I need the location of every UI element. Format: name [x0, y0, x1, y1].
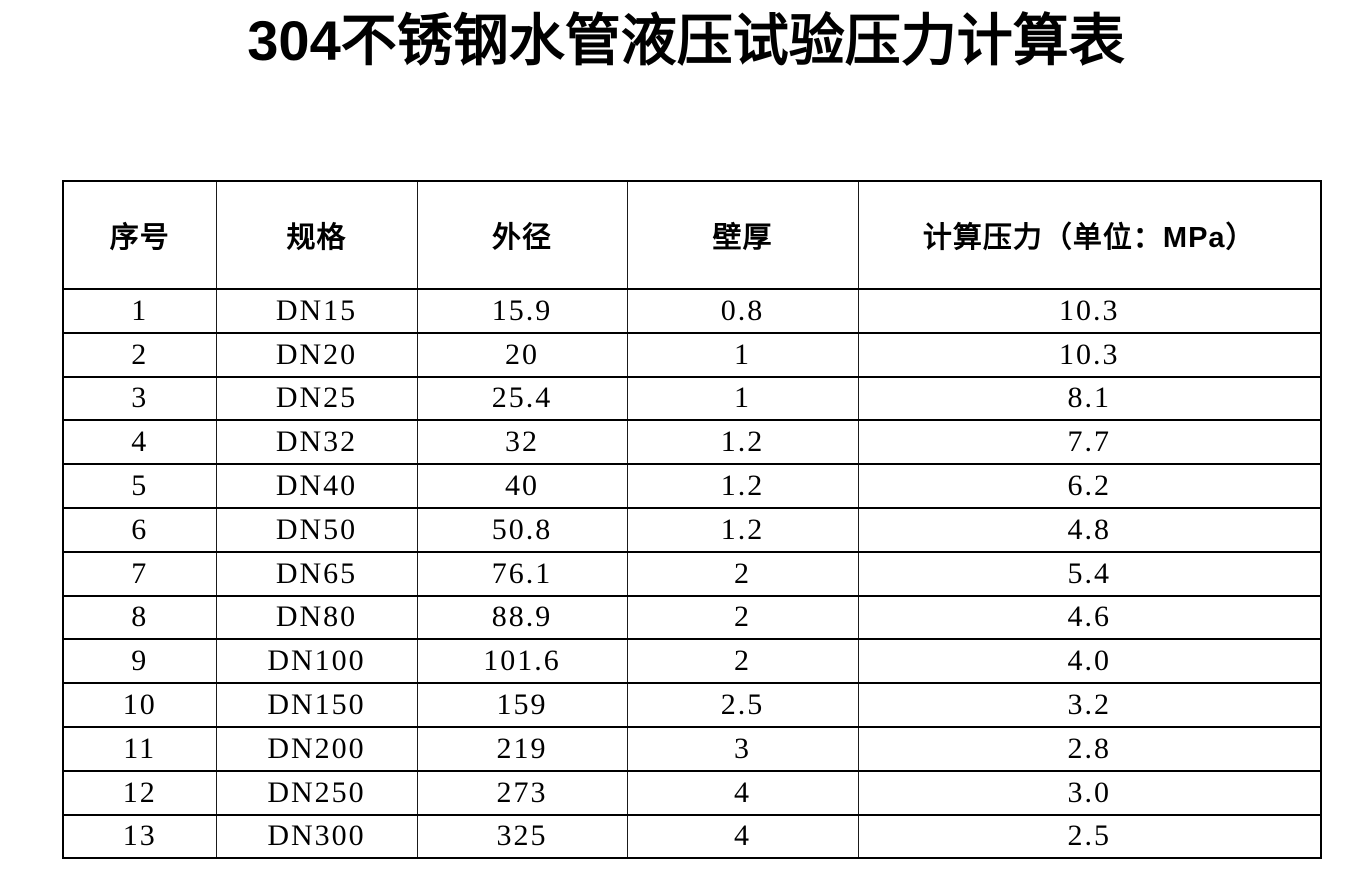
table-cell-index: 12 [62, 769, 217, 816]
table-row: 8 DN80 88.9 2 4.6 [62, 594, 1322, 641]
table-cell-pressure: 10.3 [857, 288, 1322, 334]
table-row: 10 DN150 159 2.5 3.2 [62, 682, 1322, 728]
table-cell-pressure: 6.2 [857, 463, 1322, 509]
table-row: 11 DN200 219 3 2.8 [62, 725, 1322, 772]
table-row: 2 DN20 20 1 10.3 [62, 331, 1322, 378]
column-header-index: 序号 [62, 180, 217, 290]
table-cell-wall_thickness: 2 [626, 638, 859, 685]
table-cell-spec: DN150 [215, 682, 418, 728]
table-cell-index: 2 [62, 331, 217, 378]
table-cell-outer_diameter: 32 [416, 419, 628, 466]
table-cell-outer_diameter: 325 [416, 813, 628, 860]
table-cell-outer_diameter: 50.8 [416, 506, 628, 553]
table-cell-outer_diameter: 159 [416, 682, 628, 728]
table-cell-wall_thickness: 2 [626, 550, 859, 597]
table-cell-wall_thickness: 3 [626, 725, 859, 772]
table-cell-pressure: 8.1 [857, 375, 1322, 422]
table-cell-spec: DN15 [215, 288, 418, 334]
table-cell-wall_thickness: 4 [626, 769, 859, 816]
table-cell-pressure: 4.6 [857, 594, 1322, 641]
table-cell-outer_diameter: 219 [416, 725, 628, 772]
pressure-calculation-table: 序号 规格 外径 壁厚 计算压力（单位：MPa） 1 DN15 15.9 0.8 10.… [62, 180, 1322, 860]
table-cell-index: 9 [62, 638, 217, 685]
table-row: 1 DN15 15.9 0.8 10.3 [62, 288, 1322, 334]
table-cell-index: 10 [62, 682, 217, 728]
table-cell-outer_diameter: 273 [416, 769, 628, 816]
table-cell-index: 7 [62, 550, 217, 597]
table-cell-spec: DN200 [215, 725, 418, 772]
table-cell-index: 3 [62, 375, 217, 422]
table-cell-index: 6 [62, 506, 217, 553]
table-cell-wall_thickness: 1.2 [626, 506, 859, 553]
table-cell-outer_diameter: 88.9 [416, 594, 628, 641]
table-cell-index: 8 [62, 594, 217, 641]
table-row: 13 DN300 325 4 2.5 [62, 813, 1322, 860]
table-cell-outer_diameter: 40 [416, 463, 628, 509]
table-row: 6 DN50 50.8 1.2 4.8 [62, 506, 1322, 553]
table-row: 3 DN25 25.4 1 8.1 [62, 375, 1322, 422]
table-cell-index: 5 [62, 463, 217, 509]
table-cell-spec: DN65 [215, 550, 418, 597]
table-cell-pressure: 5.4 [857, 550, 1322, 597]
table-cell-pressure: 4.8 [857, 506, 1322, 553]
table-row: 12 DN250 273 4 3.0 [62, 769, 1322, 816]
table-cell-spec: DN80 [215, 594, 418, 641]
table-cell-spec: DN32 [215, 419, 418, 466]
table-row: 9 DN100 101.6 2 4.0 [62, 638, 1322, 685]
table-row: 7 DN65 76.1 2 5.4 [62, 550, 1322, 597]
table-row: 5 DN40 40 1.2 6.2 [62, 463, 1322, 509]
table-cell-outer_diameter: 25.4 [416, 375, 628, 422]
table-cell-outer_diameter: 76.1 [416, 550, 628, 597]
table-cell-pressure: 7.7 [857, 419, 1322, 466]
table-cell-wall_thickness: 1.2 [626, 419, 859, 466]
table-cell-spec: DN50 [215, 506, 418, 553]
table-cell-outer_diameter: 20 [416, 331, 628, 378]
table-cell-pressure: 4.0 [857, 638, 1322, 685]
table-header-row: 序号 规格 外径 壁厚 计算压力（单位：MPa） [62, 180, 1322, 290]
table-cell-wall_thickness: 1.2 [626, 463, 859, 509]
table-cell-spec: DN40 [215, 463, 418, 509]
table-cell-spec: DN250 [215, 769, 418, 816]
table-cell-index: 1 [62, 288, 217, 334]
table-cell-pressure: 2.5 [857, 813, 1322, 860]
table-cell-spec: DN20 [215, 331, 418, 378]
table-cell-spec: DN25 [215, 375, 418, 422]
table-cell-index: 13 [62, 813, 217, 860]
table-cell-pressure: 3.0 [857, 769, 1322, 816]
table-body: 1 DN15 15.9 0.8 10.3 2 DN20 20 1 10.3 3 DN25 25.4 1 8.… [62, 288, 1322, 860]
table-cell-wall_thickness: 1 [626, 375, 859, 422]
table-row: 4 DN32 32 1.2 7.7 [62, 419, 1322, 466]
table-cell-wall_thickness: 2.5 [626, 682, 859, 728]
table-cell-spec: DN300 [215, 813, 418, 860]
table-cell-wall_thickness: 0.8 [626, 288, 859, 334]
column-header-wall-thickness: 壁厚 [626, 180, 859, 290]
table-cell-index: 4 [62, 419, 217, 466]
table-cell-outer_diameter: 15.9 [416, 288, 628, 334]
table-cell-pressure: 2.8 [857, 725, 1322, 772]
table-cell-index: 11 [62, 725, 217, 772]
table-cell-outer_diameter: 101.6 [416, 638, 628, 685]
table-cell-wall_thickness: 1 [626, 331, 859, 378]
column-header-outer-diameter: 外径 [416, 180, 628, 290]
column-header-spec: 规格 [215, 180, 418, 290]
table-cell-spec: DN100 [215, 638, 418, 685]
table-cell-pressure: 10.3 [857, 331, 1322, 378]
table-cell-wall_thickness: 4 [626, 813, 859, 860]
column-header-pressure: 计算压力（单位：MPa） [857, 180, 1322, 290]
page-title: 304不锈钢水管液压试验压力计算表 [247, 9, 1125, 72]
table-cell-wall_thickness: 2 [626, 594, 859, 641]
table-cell-pressure: 3.2 [857, 682, 1322, 728]
